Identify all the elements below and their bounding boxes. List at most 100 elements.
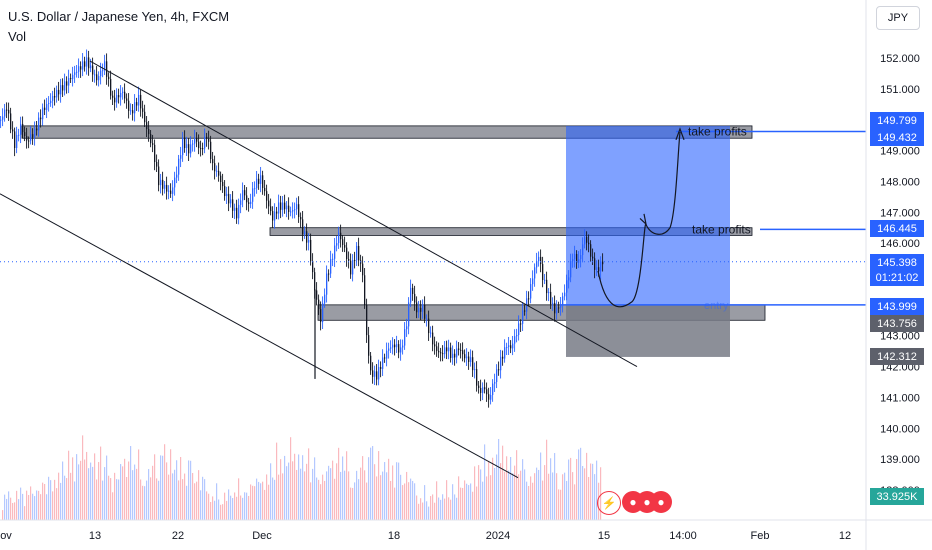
volume-bar [308,448,310,520]
volume-bar [542,480,544,520]
candle-body [196,137,198,142]
volume-value-tag: 33.925K [870,488,924,505]
volume-bar [292,461,294,520]
volume-bar [298,454,300,520]
volume-bar [294,453,296,520]
candle-body [520,323,522,325]
candle-body [18,134,20,136]
volume-bar [524,469,526,520]
candle-body [390,347,392,349]
candle-body [172,187,174,194]
volume-bar [418,503,420,520]
candle-body [320,309,322,323]
volume-bar [312,468,314,520]
volume-bar [262,481,264,520]
x-tick-label: ov [0,530,12,542]
channel-upper-line [89,60,638,368]
candle-body [284,202,286,210]
volume-bar [122,466,124,520]
candle-body [200,148,202,150]
candle-body [486,389,488,395]
volume-bar [492,457,494,520]
volume-bar [442,494,444,520]
volume-bar [392,465,394,520]
volume-bar [596,460,598,520]
candle-body [238,204,240,219]
candle-body [76,71,78,73]
volume-bar [74,481,76,520]
candle-body [74,72,76,75]
volume-bar [128,461,130,520]
volume-bar [452,484,454,520]
candle-body [506,347,508,349]
volume-bar [36,490,38,520]
volume-bar [170,449,172,520]
candle-body [570,261,572,278]
annotation-take-profits-2: take profits [692,222,751,236]
volume-bar [548,473,550,520]
candle-body [266,191,268,201]
candle-body [510,345,512,349]
candle-body [252,188,254,202]
candle-body [116,95,118,103]
volume-bar [550,458,552,520]
volume-bar [218,499,220,520]
volume-bar [554,453,556,520]
volume-bar [302,455,304,520]
volume-bar [126,476,128,520]
candle-body [256,178,258,189]
candle-body [590,244,592,257]
currency-button[interactable]: JPY [876,6,920,30]
candle-body [538,256,540,262]
candle-body [192,143,194,145]
candle-body [398,344,400,353]
candle-body [58,89,60,95]
candle-body [24,132,26,137]
y-tick-label: 151.000 [880,84,920,96]
candle-body [144,111,146,123]
candle-body [544,279,546,281]
candle-body [552,302,554,305]
volume-bar [118,479,120,520]
x-tick-label: 22 [172,530,184,542]
candle-body [386,350,388,359]
volume-bar [184,473,186,520]
volume-bar [160,455,162,520]
last-price-tag: 145.398 [870,254,924,271]
candle-body [278,202,280,214]
price-tag-zone-low: 143.756 [870,315,924,332]
candle-body [96,74,98,81]
volume-bar [116,479,118,520]
candle-body [138,94,140,106]
candle-body [548,291,550,294]
volume-indicator-label[interactable]: Vol [8,29,27,44]
volume-bar [438,497,440,520]
stop-area [566,304,730,357]
candle-body [126,98,128,101]
candle-body [586,236,588,243]
volume-bar [410,478,412,520]
candle-body [480,388,482,393]
volume-bar [192,473,194,520]
volume-bar [568,459,570,520]
volume-bar [40,494,42,520]
flag-icon-us-3[interactable]: ● [650,491,672,513]
candle-body [300,217,302,220]
candle-body [216,170,218,172]
volume-bar [22,493,24,520]
volume-bar [226,500,228,520]
candle-body [584,236,586,245]
candle-body [242,190,244,201]
volume-bar [152,465,154,520]
lightning-icon[interactable]: ⚡ [597,491,621,515]
candle-body [176,174,178,178]
candle-body [516,335,518,337]
volume-bar [364,470,366,520]
candle-body [322,303,324,323]
volume-bar [228,489,230,520]
volume-bar [502,445,504,520]
volume-bar [360,467,362,520]
candle-body [578,259,580,263]
candle-body [134,102,136,114]
